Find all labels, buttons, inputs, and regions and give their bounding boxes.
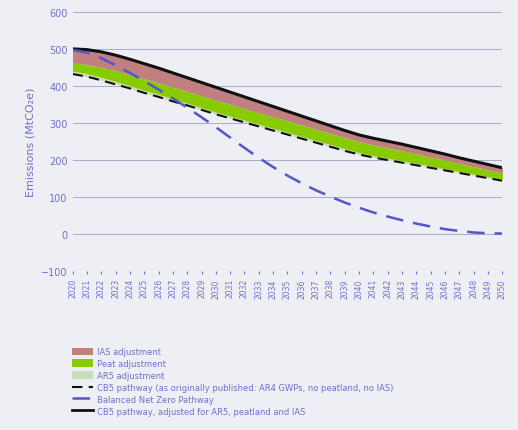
Y-axis label: Emissions (MtCO₂e): Emissions (MtCO₂e) (25, 87, 36, 197)
Legend: IAS adjustment, Peat adjustment, AR5 adjustment, CB5 pathway (as originally publ: IAS adjustment, Peat adjustment, AR5 adj… (73, 347, 394, 416)
